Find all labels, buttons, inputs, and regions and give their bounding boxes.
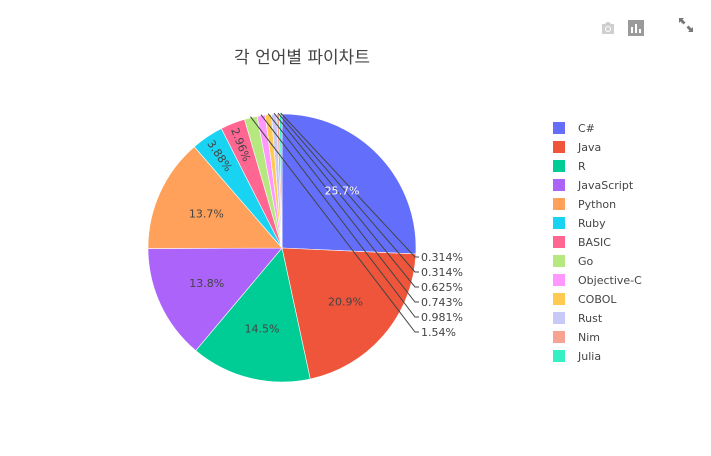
legend-item-basic[interactable]: BASIC [553, 236, 611, 249]
expand-icon[interactable] [677, 16, 697, 36]
slice-label: 0.625% [421, 281, 463, 294]
pie-slice-javascript[interactable] [147, 247, 283, 351]
legend-swatch [553, 293, 565, 305]
legend-item-go[interactable]: Go [553, 255, 594, 268]
modebar [598, 18, 646, 38]
legend-label: COBOL [578, 293, 617, 306]
legend-label: JavaScript [577, 179, 634, 192]
slice-label: 25.7% [325, 185, 360, 198]
bar-chart-icon[interactable] [626, 18, 646, 38]
legend-swatch [553, 141, 565, 153]
legend-swatch [553, 198, 565, 210]
slice-label: 0.743% [421, 296, 463, 309]
legend-swatch [553, 255, 565, 267]
leader-line [277, 112, 419, 273]
chart-title: 각 언어별 파이차트 [234, 48, 370, 68]
legend-swatch [553, 312, 565, 324]
legend-swatch [553, 331, 565, 343]
pie-slices [147, 113, 417, 383]
legend-item-c-[interactable]: C# [553, 122, 595, 135]
legend-swatch [553, 122, 565, 134]
legend-swatch [553, 217, 565, 229]
legend-label: Objective-C [578, 274, 642, 287]
slice-label: 0.314% [421, 251, 463, 264]
legend-item-julia[interactable]: Julia [553, 350, 601, 363]
legend-item-javascript[interactable]: JavaScript [553, 179, 634, 192]
camera-icon[interactable] [598, 18, 618, 38]
legend-label: C# [578, 122, 595, 135]
legend-item-nim[interactable]: Nim [553, 331, 600, 344]
legend-item-r[interactable]: R [553, 160, 586, 173]
pie-slice-python[interactable] [147, 146, 283, 249]
slice-label: 14.5% [245, 323, 280, 336]
slice-label: 0.314% [421, 266, 463, 279]
leader-line [250, 116, 419, 333]
legend-item-objective-c[interactable]: Objective-C [553, 274, 642, 287]
legend-swatch [553, 160, 565, 172]
slice-label: 13.7% [189, 208, 224, 221]
legend-label: Julia [577, 350, 601, 363]
legend-swatch [553, 274, 565, 286]
slice-label: 20.9% [328, 296, 363, 309]
legend-label: Python [578, 198, 616, 211]
legend-item-ruby[interactable]: Ruby [553, 217, 606, 230]
legend-item-cobol[interactable]: COBOL [553, 293, 617, 306]
slice-label: 0.981% [421, 311, 463, 324]
leader-line [267, 113, 419, 303]
legend-swatch [553, 236, 565, 248]
legend-item-java[interactable]: Java [553, 141, 601, 154]
legend-item-python[interactable]: Python [553, 198, 616, 211]
legend-item-rust[interactable]: Rust [553, 312, 603, 325]
slice-label: 13.8% [189, 277, 224, 290]
leader-line [260, 114, 419, 318]
leader-lines [250, 112, 419, 333]
legend-label: R [578, 160, 586, 173]
legend-label: Ruby [578, 217, 606, 230]
legend-swatch [553, 179, 565, 191]
leader-line [280, 112, 419, 258]
legend-label: BASIC [578, 236, 611, 249]
slice-label: 1.54% [421, 326, 456, 339]
legend-swatch [553, 350, 565, 362]
legend-label: Java [577, 141, 601, 154]
legend: C# Java R JavaScript Python Ruby BASIC Go Object… [553, 122, 642, 363]
pie-slice-r[interactable] [195, 247, 311, 383]
legend-label: Nim [578, 331, 600, 344]
leader-line [273, 112, 419, 288]
legend-label: Go [578, 255, 594, 268]
pie-slice-c-[interactable] [281, 113, 417, 255]
legend-label: Rust [578, 312, 603, 325]
